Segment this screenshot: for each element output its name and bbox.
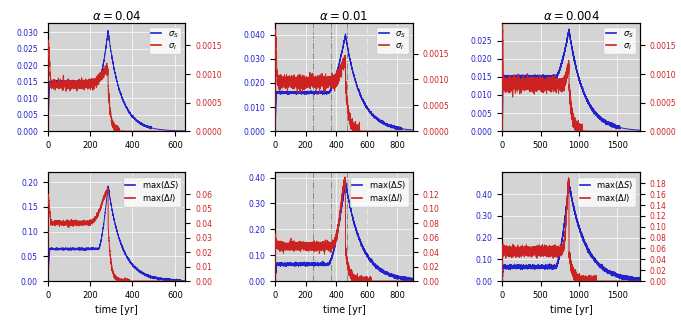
Legend: $\sigma_S$, $\sigma_I$: $\sigma_S$, $\sigma_I$: [603, 27, 636, 54]
Legend: max($\Delta S$), max($\Delta I$): max($\Delta S$), max($\Delta I$): [350, 177, 409, 207]
Legend: $\sigma_S$, $\sigma_I$: $\sigma_S$, $\sigma_I$: [148, 27, 181, 54]
Legend: max($\Delta S$), max($\Delta I$): max($\Delta S$), max($\Delta I$): [577, 177, 636, 207]
Title: $\alpha = 0.01$: $\alpha = 0.01$: [319, 10, 368, 23]
Title: $\alpha = 0.04$: $\alpha = 0.04$: [92, 10, 142, 23]
X-axis label: time [yr]: time [yr]: [550, 305, 592, 315]
Legend: $\sigma_S$, $\sigma_I$: $\sigma_S$, $\sigma_I$: [376, 27, 409, 54]
Title: $\alpha = 0.004$: $\alpha = 0.004$: [543, 10, 600, 23]
Legend: max($\Delta S$), max($\Delta I$): max($\Delta S$), max($\Delta I$): [123, 177, 181, 207]
X-axis label: time [yr]: time [yr]: [323, 305, 365, 315]
X-axis label: time [yr]: time [yr]: [95, 305, 138, 315]
